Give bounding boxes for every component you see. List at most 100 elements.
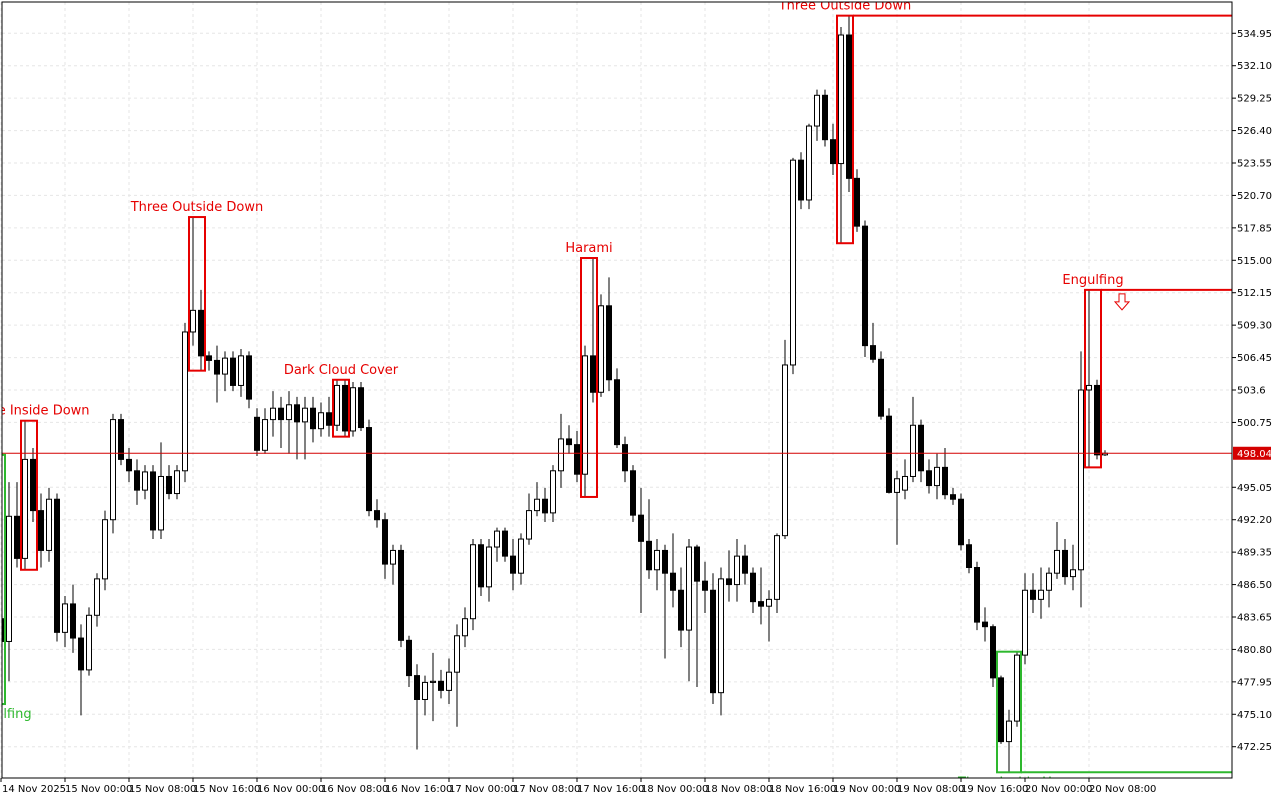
candle-body-bull [814,94,820,127]
candle-body-bull [1078,389,1084,571]
candle-body-bull [838,34,844,165]
candle-body-bull [102,519,108,580]
x-tick-label: 18 Nov 16:00 [769,784,836,795]
candle-body-bull [1054,549,1060,574]
last-price-label: 498.04 [1237,449,1272,460]
candle-body-bull [462,618,468,637]
candle-body-bear [510,555,516,574]
candle-body-bull [222,357,228,375]
pattern-box [2,453,6,706]
candle-body-bull [1046,572,1052,591]
candle-body-bull [782,364,788,537]
x-tick-label: 16 Nov 00:00 [257,784,324,795]
candle-body-bear [878,358,884,417]
y-tick-label: 515.00 [1237,256,1272,267]
candle-body-bear [862,225,868,347]
y-tick-label: 500.75 [1237,418,1272,429]
plot-border [1,1,1233,779]
pattern-label: Engulfing [1062,273,1123,288]
candle-body-bear [614,379,620,446]
y-tick-label: 472.25 [1237,742,1272,753]
pattern-box [1084,288,1102,469]
candle-body-bull [654,549,660,571]
candle-body-bull [302,407,308,423]
candle-body-bear [358,387,364,429]
candle-body-bear [294,404,300,423]
x-tick-label: 17 Nov 08:00 [513,784,580,795]
candle-body-bull [910,424,916,477]
candle-body-bull [494,530,500,548]
candle-body-bull [790,159,796,366]
candle-body-bear [646,540,652,571]
candle-body-bull [422,681,428,700]
y-tick-label: 529.25 [1237,94,1272,105]
pattern-label: Three Inside Down [0,404,90,419]
pattern-label: Three Outside Down [130,200,264,215]
x-tick-label: 15 Nov 00:00 [65,784,132,795]
y-tick-label: 489.35 [1237,548,1272,559]
candle-body-bear [126,458,132,472]
y-tick-label: 520.70 [1237,191,1272,202]
x-tick-label: 16 Nov 16:00 [385,784,452,795]
candle-body-bear [70,603,76,639]
candle-body-bear [710,589,716,694]
candle-body-bear [950,494,956,500]
candle-body-bear [406,639,412,677]
candle-body-bear [798,159,804,201]
x-tick-label: 15 Nov 08:00 [129,784,196,795]
candle-body-bear [246,355,252,400]
x-tick-label: 16 Nov 08:00 [321,784,388,795]
candle-body-bear [78,637,84,671]
candle-body-bear [478,544,484,588]
y-tick-label: 480.80 [1237,645,1272,656]
y-tick-label: 512.15 [1237,288,1272,299]
candle-body-bear [134,470,140,491]
candle-body-bear [278,407,284,421]
candle-body-bull [1086,384,1092,391]
x-tick-label: 18 Nov 08:00 [705,784,772,795]
y-tick-label: 492.20 [1237,515,1272,526]
candle-body-bear [54,498,60,633]
candle-body-bull [94,578,100,616]
candle-body-bear [1094,384,1100,456]
pattern-box [836,14,854,245]
last-price-tag [1233,446,1271,460]
y-tick-label: 475.10 [1237,710,1272,721]
candle-body-bear [742,555,748,574]
candle-body-bear [926,470,932,487]
candle-body-bear [310,407,316,430]
candle-body-bear [566,438,572,446]
y-tick-label: 517.85 [1237,223,1272,234]
candle-body-bull [390,549,396,565]
candle-body-bear [198,309,204,357]
candle-body-bear [502,530,508,557]
candle-body-bear [702,580,708,591]
pattern-box [188,216,206,372]
candle-body-bull [318,412,324,430]
candle-body-bear [590,355,596,393]
candle-body-bear [1030,589,1036,600]
x-tick-label: 18 Nov 00:00 [641,784,708,795]
candle-body-bull [526,510,532,540]
candle-body-bull [734,555,740,586]
candle-body-bull [174,470,180,495]
candle-body-bear [254,416,260,451]
candle-body-bull [334,384,340,426]
candle-body-bear [414,675,420,700]
candle-body-bear [670,572,676,591]
y-tick-label: 477.95 [1237,677,1272,688]
candle-body-bear [694,546,700,582]
y-tick-label: 506.45 [1237,353,1272,364]
pattern-box [580,257,598,498]
candle-body-bull [182,331,188,472]
candle-body-bear [822,94,828,141]
candle-body-bull [718,578,724,694]
candle-body-bear [38,510,44,551]
x-tick-label: 19 Nov 00:00 [833,784,900,795]
candle-body-bear [438,680,444,691]
candle-body-bull [774,535,780,600]
candle-body-bull [270,407,276,421]
pattern-box [332,378,350,438]
candle-body-bull [446,671,452,691]
